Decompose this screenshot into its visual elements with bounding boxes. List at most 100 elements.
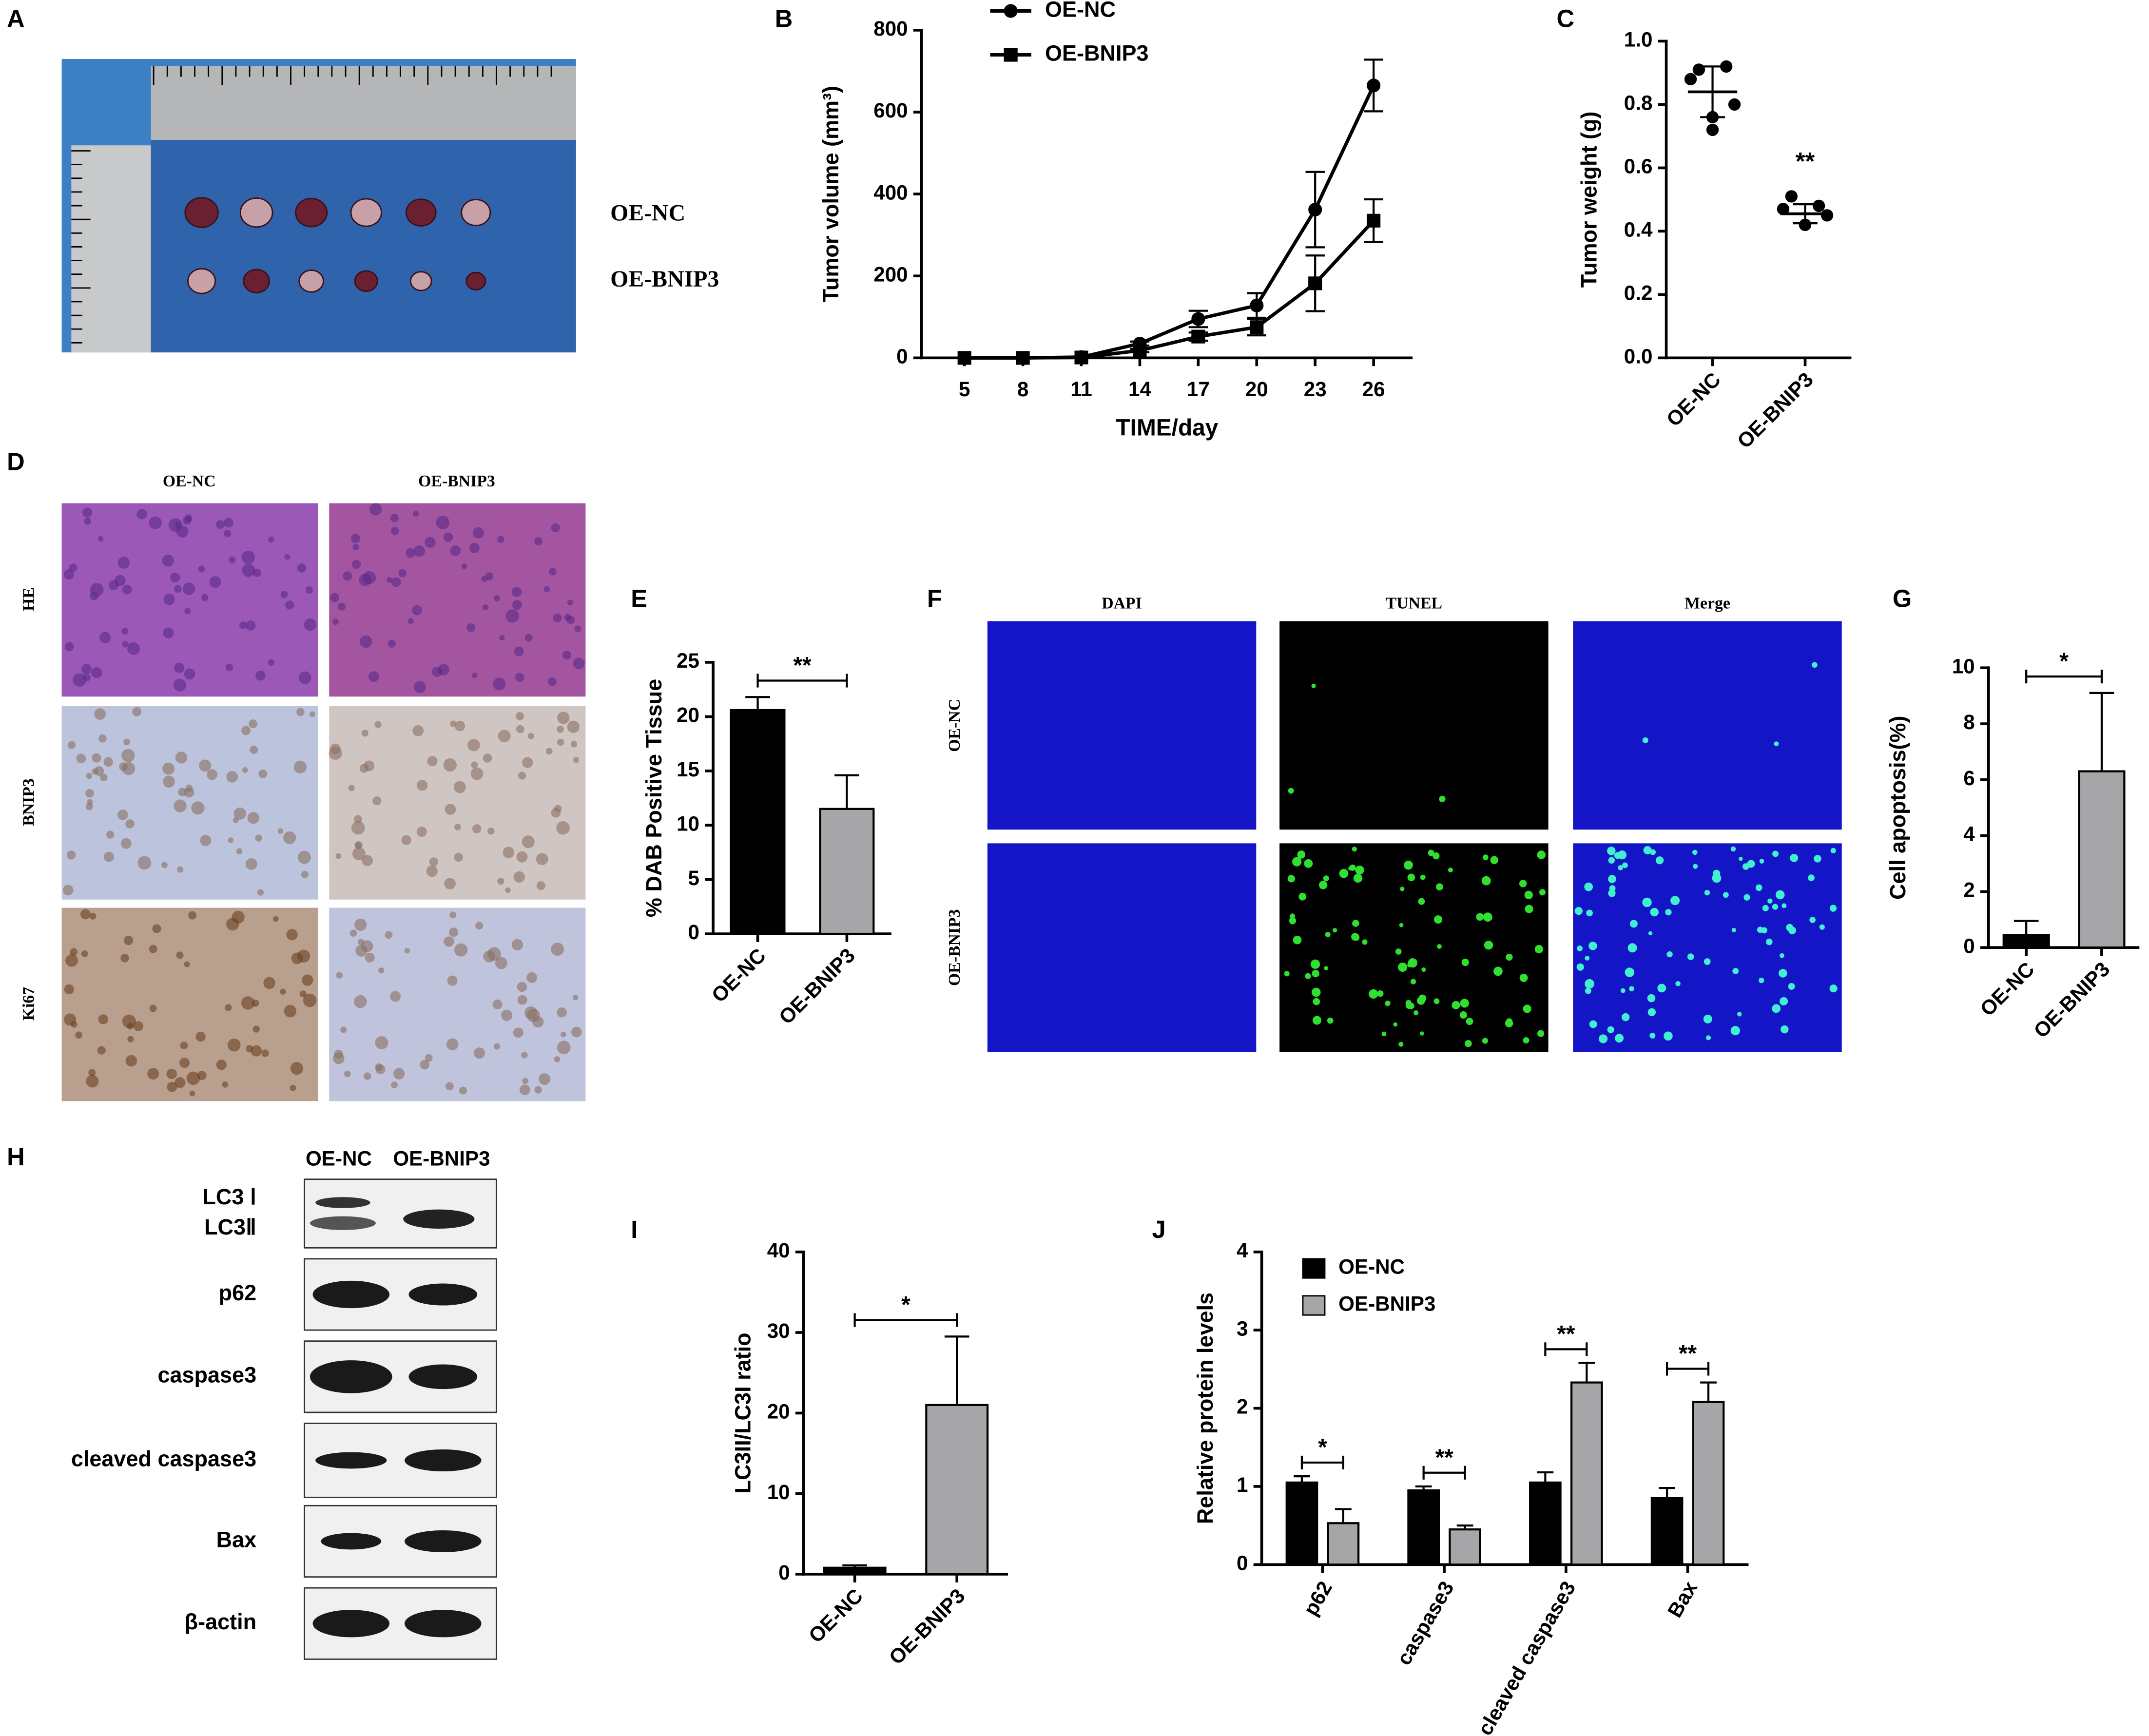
cell: [247, 812, 260, 824]
marker: [1133, 344, 1147, 358]
apoptotic-cell: [1608, 857, 1615, 864]
cell: [120, 954, 129, 963]
ruler: [71, 145, 151, 353]
cell: [81, 664, 92, 675]
cell: [413, 681, 426, 694]
cell: [127, 642, 140, 655]
x-tick-label: OE-NC: [804, 1584, 867, 1647]
y-tick-label: 4: [1963, 823, 1975, 846]
cell: [557, 1007, 567, 1018]
data-point: [1692, 63, 1705, 76]
cell: [94, 708, 106, 720]
cell: [493, 677, 506, 691]
cell: [522, 835, 535, 849]
cell: [97, 1046, 106, 1055]
marker: [1074, 350, 1088, 365]
y-tick-label: 0.6: [1624, 155, 1653, 178]
cell: [472, 527, 484, 539]
apoptotic-cell: [1311, 987, 1321, 997]
cell: [482, 604, 488, 611]
cell: [76, 753, 86, 764]
apoptotic-cell: [1723, 892, 1729, 898]
cell: [515, 673, 524, 682]
apoptotic-cell: [1665, 909, 1672, 916]
sample-label: OE-BNIP3: [610, 266, 719, 292]
cell: [114, 575, 126, 586]
cell: [175, 752, 188, 764]
significance-label: **: [1435, 1445, 1454, 1470]
cell: [184, 608, 191, 615]
apoptotic-cell: [1642, 737, 1648, 743]
cell: [332, 1052, 345, 1064]
cell: [517, 982, 527, 992]
cell: [426, 865, 438, 877]
cell: [184, 787, 194, 798]
panel-letter: A: [7, 5, 25, 33]
cell: [387, 577, 392, 583]
cell: [162, 762, 175, 775]
apoptotic-cell: [1324, 966, 1329, 970]
apoptotic-cell: [1759, 859, 1764, 864]
y-tick-label: 0.0: [1624, 345, 1653, 367]
row-label: β-actin: [185, 1609, 256, 1634]
apoptotic-cell: [1539, 889, 1546, 896]
cell: [527, 733, 535, 740]
bar: [1692, 1401, 1725, 1566]
apoptotic-cell: [1812, 662, 1818, 668]
apoptotic-cell: [1819, 924, 1825, 930]
cell: [166, 1068, 177, 1080]
apoptotic-cell: [1609, 885, 1616, 892]
cell: [149, 945, 157, 953]
cell: [413, 545, 426, 557]
apoptotic-cell: [1400, 887, 1405, 891]
cell: [387, 639, 396, 648]
cell: [241, 550, 255, 564]
cell: [362, 855, 373, 867]
y-tick-label: 800: [873, 17, 908, 40]
cell: [351, 821, 365, 835]
row-label: HE: [20, 587, 38, 611]
cell: [445, 804, 456, 815]
cell: [519, 1084, 530, 1095]
apoptotic-cell: [1466, 1018, 1473, 1025]
y-tick-label: 0.8: [1624, 92, 1653, 115]
apoptotic-cell: [1650, 907, 1659, 917]
cell: [83, 674, 91, 682]
row-label: Bax: [216, 1527, 257, 1552]
cell: [505, 887, 511, 893]
cell: [406, 548, 416, 558]
cell: [255, 670, 266, 681]
apoptotic-cell: [1288, 788, 1294, 794]
panel-letter: C: [1557, 5, 1575, 33]
apoptotic-cell: [1284, 971, 1290, 977]
legend-swatch: [1302, 1258, 1326, 1279]
y-tick-label: 0.2: [1624, 281, 1653, 304]
bar: [2002, 934, 2050, 949]
apoptotic-cell: [1349, 864, 1356, 871]
row-label: LC3Ⅱ: [204, 1215, 256, 1239]
cell: [182, 582, 195, 595]
apoptotic-cell: [1311, 683, 1316, 689]
apoptotic-cell: [1731, 927, 1736, 932]
cell: [285, 600, 294, 610]
cell: [228, 837, 233, 843]
cell: [543, 586, 550, 593]
cell: [553, 614, 562, 623]
cell: [184, 668, 195, 680]
x-tick-label: cleaved caspase3: [1473, 1577, 1580, 1736]
apoptotic-cell: [1534, 945, 1543, 954]
column-label: OE-BNIP3: [393, 1147, 490, 1170]
cell: [492, 999, 503, 1009]
apoptotic-cell: [1297, 850, 1306, 859]
apoptotic-cell: [1618, 865, 1623, 870]
apoptotic-cell: [1493, 966, 1503, 976]
panel-letter: D: [7, 447, 25, 475]
apoptotic-cell: [1352, 847, 1357, 852]
apoptotic-cell: [1484, 941, 1493, 950]
cell: [513, 1027, 523, 1038]
cell: [89, 912, 97, 920]
cell: [469, 542, 480, 554]
marker: [1016, 351, 1030, 365]
tumor: [298, 270, 324, 293]
band: [408, 1364, 478, 1389]
